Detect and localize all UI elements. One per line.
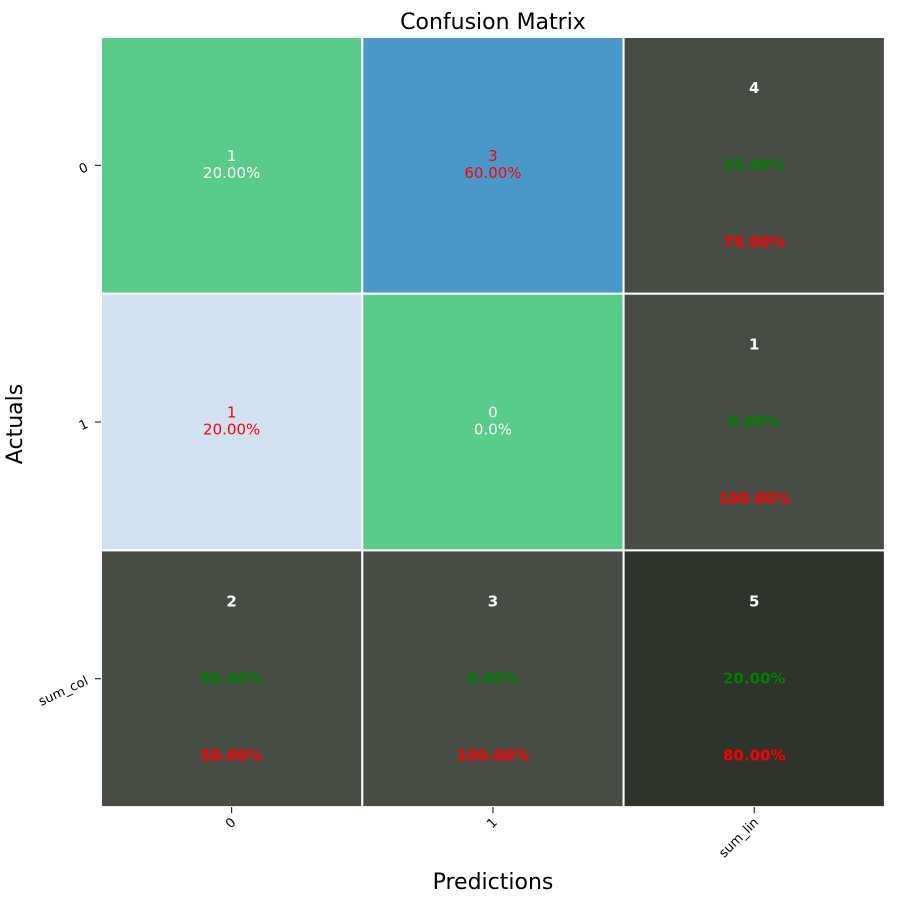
- matrix-cell: 00.0%: [361, 292, 625, 552]
- x-tick-label: 0: [223, 815, 239, 831]
- cell-background: [100, 36, 364, 295]
- matrix-cell: 3 0.00% 100.00%: [361, 549, 625, 809]
- matrix-cell: 5 20.00% 80.00%: [622, 549, 886, 809]
- y-axis-label: Actuals: [3, 384, 28, 464]
- cell-percent-label: 20.00%: [203, 164, 260, 182]
- total-count-label: 4: [749, 79, 759, 97]
- cell-background: [622, 292, 886, 552]
- total-error-percent-label: 100.00%: [456, 746, 529, 764]
- cell-percent-label: 0.0%: [474, 421, 512, 439]
- cell-background: [361, 36, 625, 295]
- cell-count-label: 1: [227, 147, 237, 165]
- total-count-label: 3: [488, 592, 498, 610]
- matrix-cell: 360.00%: [361, 36, 625, 295]
- matrix-cell: 1 0.00% 100.00%: [622, 292, 886, 552]
- heatmap-cells: 120.00%360.00%425.00%75.00%120.00%00.0%1…: [100, 36, 886, 809]
- cell-percent-label: 60.00%: [464, 164, 521, 182]
- total-count-label: 2: [226, 592, 236, 610]
- total-error-percent-label: 80.00%: [723, 746, 785, 764]
- cell-count-label: 0: [488, 404, 498, 422]
- cell-background: [622, 36, 886, 295]
- total-count-label: 1: [749, 336, 759, 354]
- total-correct-percent-label: 25.00%: [723, 156, 785, 174]
- total-count-label: 5: [749, 592, 759, 610]
- total-correct-percent-label: 0.00%: [728, 413, 780, 431]
- total-correct-percent-label: 50.00%: [200, 669, 262, 687]
- x-tick-label: sum_lin: [716, 815, 762, 861]
- total-error-percent-label: 100.00%: [718, 490, 791, 508]
- y-tick-label: 0: [77, 160, 91, 177]
- x-axis-label: Predictions: [433, 870, 554, 895]
- cell-background: [100, 292, 364, 552]
- cell-background: [361, 292, 625, 552]
- cell-background: [361, 549, 625, 809]
- matrix-cell: 2 50.00% 50.00%: [100, 549, 364, 809]
- total-error-percent-label: 50.00%: [200, 746, 262, 764]
- x-tick-label: 1: [484, 815, 500, 831]
- y-tick-label: 1: [77, 417, 91, 434]
- cell-count-label: 1: [227, 404, 237, 422]
- chart-title: Confusion Matrix: [400, 10, 586, 35]
- cell-percent-label: 20.00%: [203, 421, 260, 439]
- cell-count-label: 3: [488, 147, 498, 165]
- total-error-percent-label: 75.00%: [723, 233, 785, 251]
- total-correct-percent-label: 0.00%: [467, 669, 519, 687]
- matrix-cell: 120.00%: [100, 292, 364, 552]
- matrix-cell: 4 25.00% 75.00%: [622, 36, 886, 295]
- matrix-cell: 120.00%: [100, 36, 364, 295]
- total-correct-percent-label: 20.00%: [723, 669, 785, 687]
- y-tick-label: sum_col: [36, 674, 90, 710]
